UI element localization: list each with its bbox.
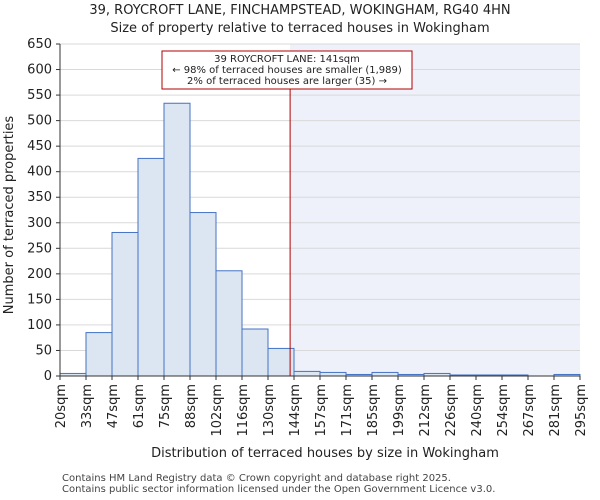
y-tick-label: 650 — [27, 37, 52, 52]
y-tick-label: 200 — [27, 267, 52, 282]
y-tick-label: 450 — [27, 139, 52, 154]
x-tick-labels: 20sqm 33sqm 47sqm 61sqm 75sqm 88sqm 102sqm 116s… — [54, 376, 589, 437]
y-tick-label: 400 — [27, 165, 52, 180]
bar-157sqm — [319, 371, 347, 377]
x-tick-label: 185sqm — [366, 384, 381, 437]
highlight-region-layer — [290, 44, 580, 376]
annotation-line-3: 2% of terraced houses are larger (35) → — [187, 76, 387, 87]
larger-region — [290, 44, 580, 376]
bar-144sqm — [293, 370, 321, 377]
footer-line-1: Contains HM Land Registry data © Crown c… — [62, 473, 451, 484]
x-axis-label: Distribution of terraced houses by size … — [151, 446, 499, 461]
y-tick-label: 100 — [27, 318, 52, 333]
y-tick-label: 250 — [27, 241, 52, 256]
x-tick-label: 254sqm — [496, 384, 511, 437]
x-tick-label: 199sqm — [392, 384, 407, 437]
y-tick-label: 300 — [27, 216, 52, 231]
x-tick-label: 267sqm — [522, 384, 537, 437]
y-tick-label: 500 — [27, 114, 52, 129]
bar-102sqm — [215, 270, 243, 377]
x-tick-label: 212sqm — [418, 384, 433, 437]
y-tick-label: 550 — [27, 88, 52, 103]
y-tick-label: 150 — [27, 292, 52, 307]
bar-88sqm — [189, 212, 217, 377]
x-tick-label: 47sqm — [106, 384, 121, 428]
footer-line-2: Contains public sector information licen… — [62, 484, 496, 495]
bar-61sqm — [137, 157, 165, 377]
annotation-line-1: 39 ROYCROFT LANE: 141sqm — [214, 54, 360, 65]
x-tick-label: 281sqm — [548, 384, 563, 437]
chart-title: 39, ROYCROFT LANE, FINCHAMPSTEAD, WOKING… — [89, 3, 511, 18]
x-tick-label: 226sqm — [444, 384, 459, 437]
x-tick-label: 33sqm — [80, 384, 95, 428]
bar-33sqm — [85, 332, 113, 377]
y-tick-label: 0 — [44, 369, 52, 384]
x-tick-label: 61sqm — [132, 384, 147, 428]
x-tick-label: 88sqm — [184, 384, 199, 428]
x-tick-label: 295sqm — [574, 384, 589, 437]
bar-185sqm — [371, 371, 399, 377]
x-tick-label: 240sqm — [470, 384, 485, 437]
bars-layer — [59, 102, 581, 377]
y-tick-label: 600 — [27, 63, 52, 78]
bar-47sqm — [111, 231, 139, 377]
annotation-box: 39 ROYCROFT LANE: 141sqm ← 98% of terrac… — [161, 50, 413, 90]
x-tick-label: 102sqm — [210, 384, 225, 437]
annotation-line-2: ← 98% of terraced houses are smaller (1,… — [172, 65, 402, 76]
x-tick-label: 157sqm — [314, 384, 329, 437]
x-tick-label: 116sqm — [236, 384, 251, 437]
x-tick-label: 144sqm — [288, 384, 303, 437]
x-tick-label: 20sqm — [54, 384, 69, 428]
y-axis-label: Number of terraced properties — [2, 116, 17, 315]
bar-75sqm — [163, 102, 191, 377]
bar-116sqm — [241, 328, 269, 377]
y-tick-label: 350 — [27, 190, 52, 205]
x-tick-label: 171sqm — [340, 384, 355, 437]
y-tick-label: 50 — [35, 343, 52, 358]
x-tick-label: 130sqm — [262, 384, 277, 437]
chart-subtitle: Size of property relative to terraced ho… — [110, 21, 490, 36]
x-tick-label: 75sqm — [158, 384, 173, 428]
y-tick-labels: 0 50 100 150 200 250 300 350 400 450 500 550 600 650 — [27, 37, 60, 384]
